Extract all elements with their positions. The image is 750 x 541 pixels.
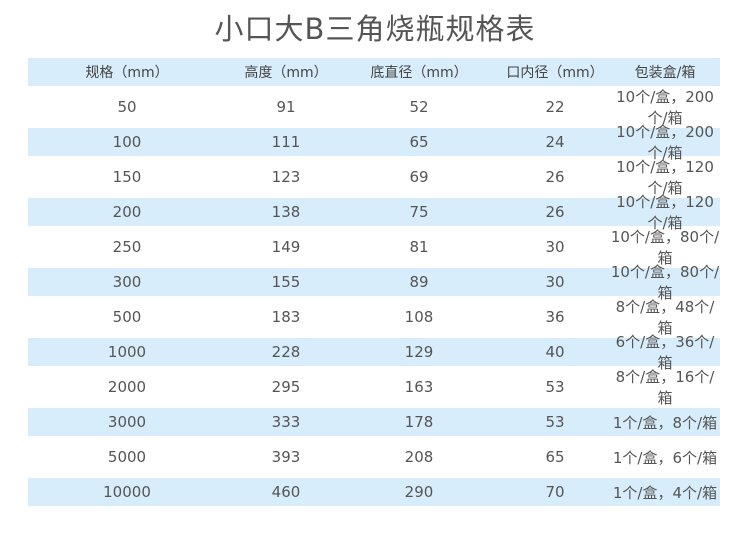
table-row: 10000 460 290 70 1个/盒，4个/箱 [28, 478, 720, 506]
table-cell: 10个/盒，80个/箱 [610, 228, 720, 267]
spec-table: 规格（mm） 高度（mm） 底直径（mm） 口内径（mm） 包装盒/箱 50 91… [28, 58, 720, 513]
table-cell: 26 [545, 203, 565, 221]
table-cell: 155 [271, 273, 301, 291]
header-cell: 底直径（mm） [370, 65, 468, 81]
table-cell: 138 [271, 203, 301, 221]
table-cell: 300 [112, 273, 142, 291]
table-cell: 65 [545, 448, 565, 466]
table-cell: 10000 [103, 483, 151, 501]
table-cell: 3000 [107, 413, 147, 431]
table-cell: 30 [545, 273, 565, 291]
table-row: 100 111 65 24 10个/盒，200个/箱 [28, 123, 720, 162]
table-cell: 228 [271, 343, 301, 361]
table-row: 200 138 75 26 10个/盒，120个/箱 [28, 193, 720, 232]
table-row: 150 123 69 26 10个/盒，120个/箱 [28, 158, 720, 197]
table-cell: 81 [409, 238, 429, 256]
table-cell: 10个/盒，120个/箱 [616, 193, 714, 232]
table-cell: 1个/盒，4个/箱 [612, 483, 718, 502]
table-cell: 290 [404, 483, 434, 501]
table-cell: 129 [404, 343, 434, 361]
table-cell: 40 [545, 343, 565, 361]
table-cell: 24 [545, 133, 565, 151]
table-cell: 89 [409, 273, 429, 291]
table-cell: 500 [112, 308, 142, 326]
table-cell: 10个/盒，120个/箱 [616, 158, 714, 197]
table-cell: 8个/盒，16个/箱 [615, 368, 715, 407]
table-header: 规格（mm） 高度（mm） 底直径（mm） 口内径（mm） 包装盒/箱 [28, 58, 720, 86]
table-row: 50 91 52 22 10个/盒，200个/箱 [28, 88, 720, 127]
table-cell: 65 [409, 133, 429, 151]
table-cell: 50 [117, 98, 137, 116]
table-cell: 8个/盒，48个/箱 [615, 298, 715, 337]
table-cell: 10个/盒，200个/箱 [616, 123, 714, 162]
table-cell: 10个/盒，200个/箱 [616, 88, 714, 127]
table-cell: 1个/盒，6个/箱 [612, 448, 718, 467]
table-cell: 53 [545, 378, 565, 396]
header-cell: 口内径（mm） [506, 65, 604, 81]
table-cell: 100 [112, 133, 142, 151]
table-row: 1000 228 129 40 6个/盒，36个/箱 [28, 333, 720, 372]
header-cell: 包装盒/箱 [634, 65, 696, 81]
table-cell: 91 [276, 98, 296, 116]
table-cell: 123 [271, 168, 301, 186]
table-cell: 393 [271, 448, 301, 466]
table-cell: 108 [404, 308, 434, 326]
table-cell: 52 [409, 98, 429, 116]
table-row: 300 155 89 30 10个/盒，80个/箱 [28, 263, 720, 302]
table-row: 5000 393 208 65 1个/盒，6个/箱 [28, 443, 720, 471]
table-cell: 36 [545, 308, 565, 326]
table-row: 2000 295 163 53 8个/盒，16个/箱 [28, 368, 720, 407]
table-cell: 5000 [107, 448, 147, 466]
table-cell: 149 [271, 238, 301, 256]
table-cell: 178 [404, 413, 434, 431]
table-row: 500 183 108 36 8个/盒，48个/箱 [28, 298, 720, 337]
table-cell: 333 [271, 413, 301, 431]
table-cell: 69 [409, 168, 429, 186]
table-cell: 150 [112, 168, 142, 186]
table-cell: 111 [271, 133, 301, 151]
table-cell: 1000 [107, 343, 147, 361]
table-cell: 26 [545, 168, 565, 186]
table-row: 250 149 81 30 10个/盒，80个/箱 [28, 228, 720, 267]
table-cell: 70 [545, 483, 565, 501]
table-cell: 183 [271, 308, 301, 326]
table-cell: 1个/盒，8个/箱 [612, 413, 718, 432]
table-cell: 2000 [107, 378, 147, 396]
table-row: 3000 333 178 53 1个/盒，8个/箱 [28, 408, 720, 436]
table-cell: 10个/盒，80个/箱 [610, 263, 720, 302]
table-cell: 460 [271, 483, 301, 501]
table-cell: 30 [545, 238, 565, 256]
header-cell: 高度（mm） [244, 65, 328, 81]
table-cell: 53 [545, 413, 565, 431]
table-cell: 250 [112, 238, 142, 256]
table-cell: 22 [545, 98, 565, 116]
page-title: 小口大B三角烧瓶规格表 [214, 12, 536, 46]
header-cell: 规格（mm） [85, 65, 169, 81]
table-cell: 200 [112, 203, 142, 221]
table-cell: 75 [409, 203, 429, 221]
table-cell: 208 [404, 448, 434, 466]
table-cell: 6个/盒，36个/箱 [615, 333, 715, 372]
table-cell: 163 [404, 378, 434, 396]
table-cell: 295 [271, 378, 301, 396]
